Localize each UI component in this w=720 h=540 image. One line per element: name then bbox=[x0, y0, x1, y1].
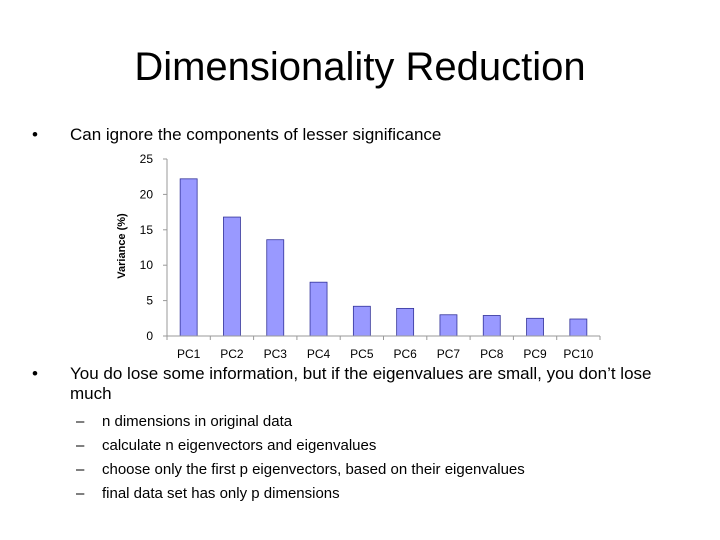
y-tick-label: 0 bbox=[146, 329, 153, 343]
axes-group bbox=[163, 158, 601, 340]
slide-title: Dimensionality Reduction bbox=[134, 45, 586, 89]
sub-bullet: – choose only the first p eigenvectors, b… bbox=[76, 458, 525, 482]
x-tick-label: PC5 bbox=[350, 347, 374, 361]
sub-bullet-list: – n dimensions in original data – calculat… bbox=[76, 410, 525, 506]
dash-marker: – bbox=[76, 485, 85, 502]
bar-pc10 bbox=[569, 318, 588, 337]
y-tick-label: 5 bbox=[146, 294, 153, 308]
x-tick-label: PC8 bbox=[480, 347, 504, 361]
x-tick-label: PC6 bbox=[393, 347, 417, 361]
bullet-marker: • bbox=[32, 125, 38, 144]
x-tick-label: PC10 bbox=[563, 347, 593, 361]
bar-pc6 bbox=[396, 307, 415, 337]
x-tick-label: PC3 bbox=[264, 347, 288, 361]
bullet-text: You do lose some information, but if the… bbox=[70, 364, 652, 403]
sub-bullet: – n dimensions in original data bbox=[76, 410, 525, 434]
tick-labels-group: PC1 PC2 PC3 PC4 PC5 PC6 PC7 PC8 PC9 PC10 0 5 10 15 20 2… bbox=[140, 152, 594, 361]
y-tick-label: 15 bbox=[140, 223, 154, 237]
bar-pc3 bbox=[266, 239, 285, 337]
bar-pc4 bbox=[309, 281, 328, 337]
bullet-text: Can ignore the components of lesser sign… bbox=[70, 125, 442, 144]
x-tick-label: PC9 bbox=[523, 347, 547, 361]
sub-bullet: – calculate n eigenvectors and eigenvalue… bbox=[76, 434, 525, 458]
x-tick-label: PC1 bbox=[177, 347, 201, 361]
dash-marker: – bbox=[76, 413, 85, 430]
y-axis-label: Variance (%) bbox=[116, 213, 128, 279]
bar-pc5 bbox=[352, 305, 371, 337]
dash-marker: – bbox=[76, 437, 85, 454]
y-tick-label: 10 bbox=[140, 258, 154, 272]
sub-bullet: – final data set has only p dimensions bbox=[76, 482, 525, 506]
bar-pc1 bbox=[179, 178, 198, 337]
bullet-marker: • bbox=[32, 364, 38, 383]
y-tick-label: 20 bbox=[140, 187, 154, 201]
x-tick-label: PC4 bbox=[307, 347, 331, 361]
sub-bullet-text: n dimensions in original data bbox=[102, 413, 293, 430]
bar-pc2 bbox=[223, 216, 241, 337]
bars-group bbox=[179, 178, 588, 337]
sub-bullet-text: choose only the first p eigenvectors, ba… bbox=[102, 461, 525, 478]
dash-marker: – bbox=[76, 461, 85, 478]
x-tick-label: PC2 bbox=[220, 347, 244, 361]
sub-bullet-text: final data set has only p dimensions bbox=[102, 485, 340, 502]
sub-bullet-text: calculate n eigenvectors and eigenvalues bbox=[102, 437, 377, 454]
bar-pc8 bbox=[482, 315, 501, 337]
x-tick-label: PC7 bbox=[437, 347, 461, 361]
bar-pc9 bbox=[526, 317, 544, 337]
bar-pc7 bbox=[439, 314, 458, 337]
y-tick-label: 25 bbox=[140, 152, 154, 166]
